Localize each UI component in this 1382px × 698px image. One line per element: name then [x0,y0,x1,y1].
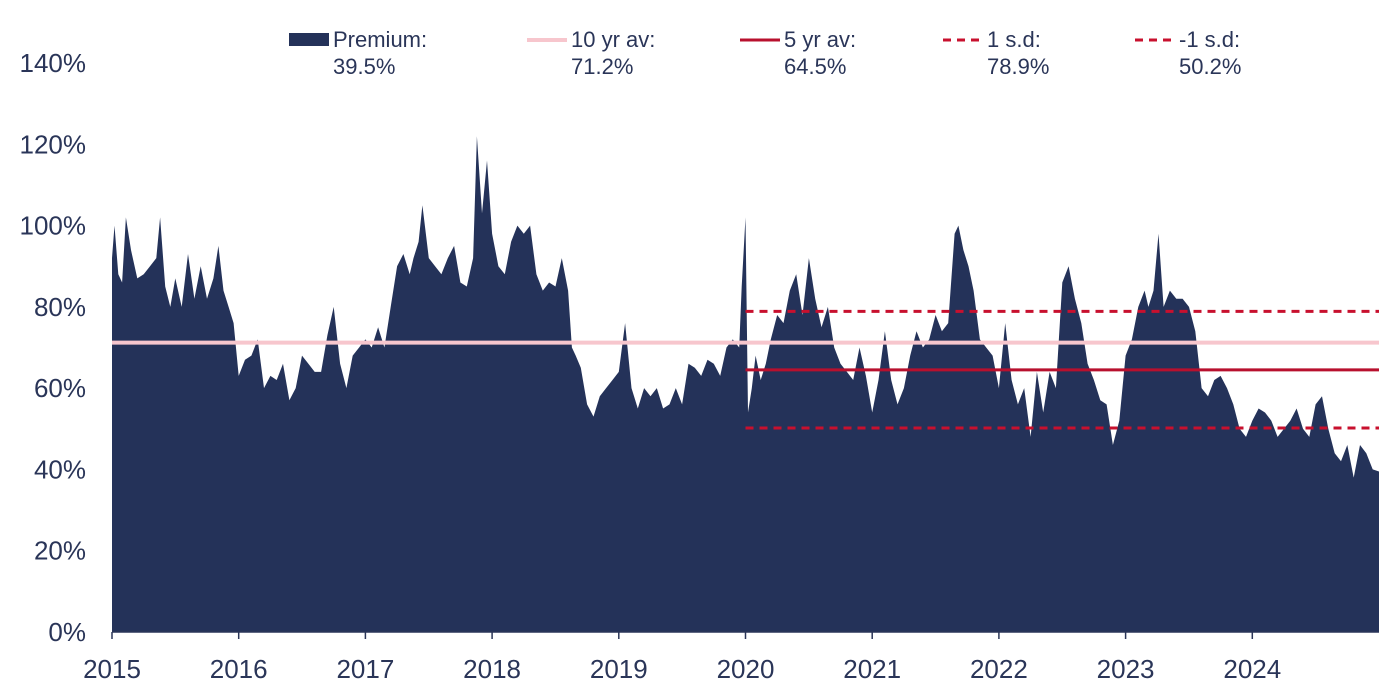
y-tick-label: 20% [34,536,86,566]
y-tick-label: 120% [20,129,87,159]
y-tick-label: 0% [48,617,86,647]
x-tick-label: 2016 [210,654,268,684]
legend-label: Premium: [333,27,427,52]
y-tick-label: 100% [20,211,87,241]
y-tick-label: 80% [34,292,86,322]
legend-value: 64.5% [784,54,846,79]
legend-swatch [289,33,329,46]
x-tick-label: 2021 [843,654,901,684]
x-tick-label: 2015 [83,654,141,684]
reference-lines [112,309,1379,430]
x-tick-label: 2018 [463,654,521,684]
legend-item-premium: Premium:39.5% [289,27,427,79]
y-tick-label: 60% [34,373,86,403]
legend-item-sd_minus: -1 s.d:50.2% [1135,27,1241,79]
axes: 0% 20% 40% 60% 80% 100% 120% 140% 2015 2016 2017 20… [20,48,1379,684]
x-tick-label: 2020 [717,654,775,684]
x-tick-label: 2019 [590,654,648,684]
legend-label: 10 yr av: [571,27,655,52]
legend-label: 5 yr av: [784,27,856,52]
legend-label: 1 s.d: [987,27,1041,52]
x-tick-label: 2023 [1097,654,1155,684]
legend-item-avg10: 10 yr av:71.2% [527,27,655,79]
premium-area [112,136,1379,632]
legend-label: -1 s.d: [1179,27,1240,52]
x-tick-label: 2024 [1223,654,1281,684]
legend-value: 71.2% [571,54,633,79]
x-tick-label: 2017 [336,654,394,684]
plot-area [112,136,1379,632]
x-tick-label: 2022 [970,654,1028,684]
legend: Premium:39.5% 10 yr av:71.2% 5 yr av:64.5%… [289,27,1241,79]
legend-value: 39.5% [333,54,395,79]
legend-item-avg5: 5 yr av:64.5% [740,27,856,79]
legend-value: 78.9% [987,54,1049,79]
y-tick-label: 40% [34,454,86,484]
y-tick-label: 140% [20,48,87,78]
legend-item-sd_plus: 1 s.d:78.9% [943,27,1049,79]
legend-value: 50.2% [1179,54,1241,79]
